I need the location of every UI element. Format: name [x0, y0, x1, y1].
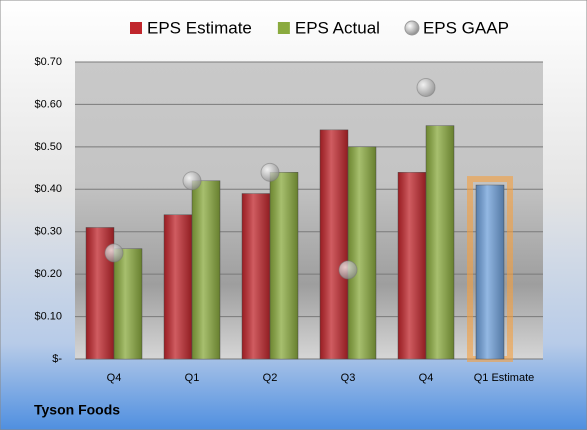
bar-shine — [164, 214, 192, 359]
gaap-point — [260, 162, 280, 182]
x-tick-label: Q4 — [107, 372, 122, 384]
bar-shine — [270, 172, 298, 359]
x-tick-label: Q3 — [341, 372, 356, 384]
bar-shine — [348, 146, 376, 359]
bar-shine — [476, 185, 504, 359]
gaap-point — [416, 77, 436, 97]
x-tick-label: Q2 — [263, 372, 278, 384]
gaap-point — [182, 171, 202, 191]
bar-shine — [426, 125, 454, 360]
legend-label: EPS GAAP — [423, 18, 509, 37]
y-tick-label: $- — [52, 353, 62, 365]
legend-marker — [404, 20, 420, 36]
y-tick-label: $0.50 — [34, 141, 62, 153]
y-tick-label: $0.20 — [34, 268, 62, 280]
y-tick-label: $0.10 — [34, 310, 62, 322]
plot-area — [75, 62, 543, 359]
chart-title: Tyson Foods — [34, 402, 120, 418]
y-tick-label: $0.70 — [34, 56, 62, 68]
bar-shine — [398, 172, 426, 359]
x-tick-label: Q1 — [185, 372, 200, 384]
x-tick-label: Q1 Estimate — [474, 372, 535, 384]
gaap-point — [338, 260, 358, 280]
bar-shine — [192, 180, 220, 359]
legend-label: EPS Estimate — [147, 18, 252, 37]
legend-marker — [277, 22, 290, 34]
x-tick-label: Q4 — [419, 372, 434, 384]
legend-marker — [130, 22, 142, 34]
bar-shine — [242, 193, 270, 359]
y-tick-label: $0.40 — [34, 183, 62, 195]
y-tick-label: $0.60 — [34, 98, 62, 110]
gaap-point — [104, 243, 124, 263]
bar-shine — [320, 129, 348, 359]
legend-label: EPS Actual — [295, 18, 380, 37]
y-tick-label: $0.30 — [34, 226, 62, 238]
bar-shine — [114, 248, 142, 359]
